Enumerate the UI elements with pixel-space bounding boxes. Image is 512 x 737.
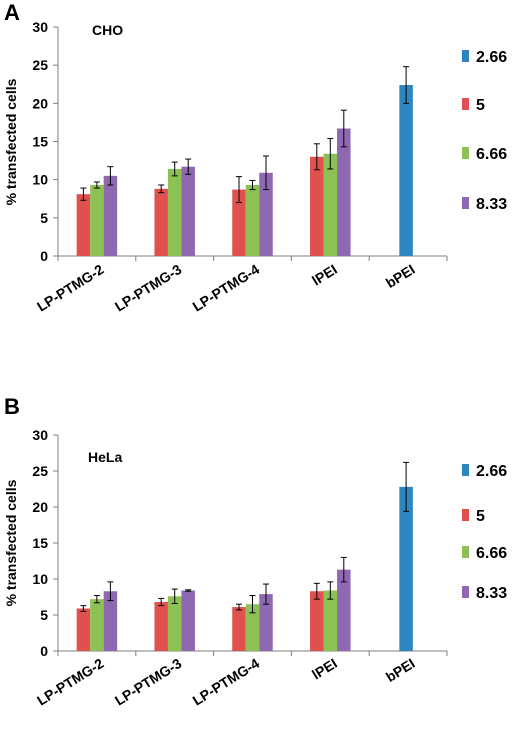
x-tick-label: LP-PTMG-4 [190,261,263,315]
bar [103,591,118,651]
bar [232,189,246,256]
x-tick-label: LP-PTMG-3 [112,655,185,709]
legend: 2.66 5 6.66 8.33 [462,49,507,213]
bar [399,486,413,651]
y-tick-label: 25 [32,57,48,73]
y-tick-label: 5 [40,607,48,623]
legend-entry: 8.33 [476,196,507,213]
bar [232,607,246,651]
x-tick-label: LP-PTMG-2 [34,655,107,709]
x-tick-label: lPEI [309,261,340,289]
legend-swatch [462,197,469,209]
bar [167,596,182,651]
x-tick-label: bPEI [383,655,418,685]
bar [337,569,351,651]
bar [323,153,338,256]
plot-area: 0 5 10 15 20 25 30 LP-PTMG-2 LP-PTMG-3 LP-PTMG-4 l… [32,427,448,709]
cell-line-label: HeLa [88,449,122,465]
chart-panel-b: B HeLa % transfected cells 0 5 10 15 20 25 30 L… [3,394,507,709]
bar [245,185,260,256]
bar [154,602,168,651]
y-tick-label: 0 [40,643,48,659]
legend-swatch [462,586,469,598]
legend-swatch [462,50,469,62]
bar [399,85,413,256]
chart-panel-a: A CHO % transfected cells 0 5 10 15 20 25 30 LP… [3,0,507,315]
bar [103,175,118,256]
panel-letter: A [4,0,20,25]
x-tick-label: bPEI [383,261,418,291]
x-tick-label: lPEI [309,655,340,683]
bar [259,594,273,651]
bar [154,188,168,256]
bar [181,166,195,256]
y-tick-label: 30 [32,427,48,443]
bar [310,156,324,256]
legend-entry: 2.66 [476,49,507,66]
y-tick-label: 5 [40,210,48,226]
legend-entry: 5 [476,97,485,114]
y-tick-label: 0 [40,248,48,264]
x-tick-label: LP-PTMG-3 [112,261,185,315]
bar [76,194,91,256]
y-tick-label: 25 [32,463,48,479]
y-tick-label: 10 [32,172,48,188]
bar [76,608,91,651]
y-axis-label: % transfected cells [3,78,19,205]
legend-swatch [462,98,469,110]
bar [245,604,260,651]
y-tick-label: 10 [32,571,48,587]
y-tick-label: 15 [32,535,48,551]
legend-entry: 6.66 [476,146,507,163]
y-tick-label: 30 [32,19,48,35]
bar [167,168,182,256]
bar [181,590,195,651]
legend-swatch [462,147,469,159]
legend-entry: 6.66 [476,545,507,562]
cell-line-label: CHO [92,22,123,38]
x-tick-label: LP-PTMG-4 [190,655,263,709]
legend-swatch [462,546,469,558]
y-tick-label: 15 [32,134,48,150]
y-tick-label: 20 [32,95,48,111]
bar [259,172,273,256]
y-tick-label: 20 [32,499,48,515]
legend-entry: 5 [476,508,485,525]
bar [90,185,104,256]
bar [90,599,104,651]
panel-letter: B [4,394,20,419]
legend: 2.66 5 6.66 8.33 [462,463,507,602]
legend-swatch [462,464,469,476]
bar [310,591,324,651]
legend-entry: 2.66 [476,463,507,480]
bar [323,590,338,651]
legend-swatch [462,509,469,521]
legend-entry: 8.33 [476,585,507,602]
y-axis-label: % transfected cells [3,479,19,606]
bar [337,128,351,256]
x-tick-label: LP-PTMG-2 [34,261,107,315]
plot-area: 0 5 10 15 20 25 30 LP-PTMG-2 LP-PTMG-3 LP-PTMG-4 l… [32,19,448,315]
